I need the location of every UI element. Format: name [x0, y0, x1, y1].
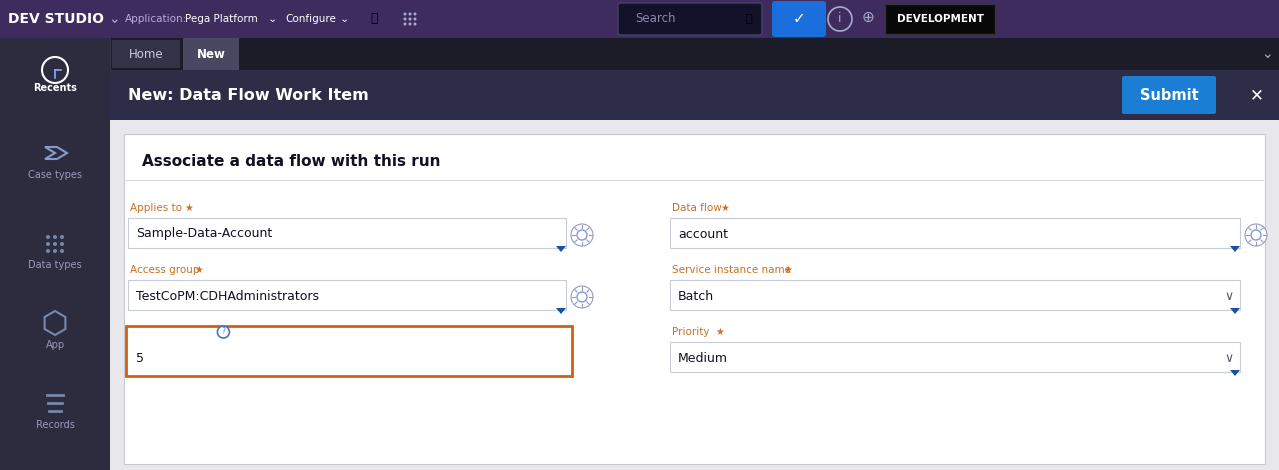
Text: Batch: Batch — [678, 290, 714, 303]
Circle shape — [570, 286, 593, 308]
Circle shape — [217, 326, 229, 338]
Circle shape — [413, 23, 417, 25]
FancyBboxPatch shape — [0, 0, 1279, 38]
Text: Pega Platform: Pega Platform — [185, 14, 258, 24]
Text: Search: Search — [634, 13, 675, 25]
Text: Associate a data flow with this run: Associate a data flow with this run — [142, 155, 440, 170]
Polygon shape — [1230, 246, 1241, 252]
Text: 5: 5 — [136, 352, 145, 365]
Text: Sample-Data-Account: Sample-Data-Account — [136, 227, 272, 241]
Text: ★: ★ — [230, 327, 239, 337]
FancyBboxPatch shape — [124, 134, 1265, 464]
Text: ✕: ✕ — [1250, 86, 1264, 104]
Text: ★: ★ — [721, 203, 729, 213]
FancyBboxPatch shape — [128, 280, 567, 310]
FancyBboxPatch shape — [183, 38, 239, 70]
Polygon shape — [1230, 370, 1241, 376]
Text: ⊕: ⊕ — [862, 9, 875, 24]
Text: Home: Home — [129, 47, 164, 61]
Text: New: New — [197, 47, 225, 61]
Text: Submit: Submit — [1140, 87, 1198, 102]
FancyBboxPatch shape — [110, 70, 1279, 120]
Text: ✓: ✓ — [793, 11, 806, 26]
FancyBboxPatch shape — [110, 38, 1279, 70]
Text: Data types: Data types — [28, 260, 82, 270]
Text: ?: ? — [221, 328, 225, 337]
Polygon shape — [556, 246, 567, 252]
FancyBboxPatch shape — [1122, 76, 1216, 114]
Circle shape — [46, 249, 50, 253]
Text: Number of threads: Number of threads — [130, 327, 228, 337]
Text: Applies to: Applies to — [130, 203, 182, 213]
Text: TestCoPM:CDHAdministrators: TestCoPM:CDHAdministrators — [136, 290, 318, 303]
Circle shape — [52, 249, 58, 253]
Circle shape — [408, 17, 412, 21]
Text: Service instance name: Service instance name — [671, 265, 790, 275]
Text: ★: ★ — [194, 265, 203, 275]
Text: Application:: Application: — [125, 14, 187, 24]
Circle shape — [413, 17, 417, 21]
Text: Records: Records — [36, 420, 74, 430]
Text: Data flow: Data flow — [671, 203, 721, 213]
Text: Priority: Priority — [671, 327, 710, 337]
Circle shape — [52, 235, 58, 239]
Text: Access group: Access group — [130, 265, 200, 275]
FancyBboxPatch shape — [618, 3, 762, 35]
Circle shape — [60, 242, 64, 246]
Text: ⌄: ⌄ — [1261, 47, 1273, 61]
Circle shape — [60, 249, 64, 253]
Circle shape — [52, 242, 58, 246]
FancyBboxPatch shape — [773, 1, 826, 37]
FancyBboxPatch shape — [670, 280, 1241, 310]
Circle shape — [403, 13, 407, 16]
Text: ★: ★ — [715, 327, 724, 337]
Circle shape — [408, 23, 412, 25]
Circle shape — [60, 235, 64, 239]
Circle shape — [46, 242, 50, 246]
Text: DEV STUDIO: DEV STUDIO — [8, 12, 104, 26]
Text: DEVELOPMENT: DEVELOPMENT — [897, 14, 984, 24]
Text: Configure: Configure — [285, 14, 336, 24]
Circle shape — [413, 13, 417, 16]
FancyBboxPatch shape — [127, 326, 572, 376]
Text: ⌄: ⌄ — [269, 14, 278, 24]
Text: i: i — [838, 13, 842, 25]
Text: ⌄: ⌄ — [340, 14, 349, 24]
FancyBboxPatch shape — [110, 120, 1279, 470]
Circle shape — [46, 235, 50, 239]
Circle shape — [570, 224, 593, 246]
FancyBboxPatch shape — [128, 218, 567, 248]
FancyBboxPatch shape — [0, 0, 110, 470]
Text: New: Data Flow Work Item: New: Data Flow Work Item — [128, 87, 368, 102]
Text: 🚀: 🚀 — [370, 13, 377, 25]
Text: ★: ★ — [783, 265, 792, 275]
Text: ★: ★ — [184, 203, 193, 213]
FancyBboxPatch shape — [113, 40, 180, 68]
Text: account: account — [678, 227, 728, 241]
FancyBboxPatch shape — [670, 342, 1241, 372]
Text: ∨: ∨ — [1224, 290, 1233, 304]
Text: App: App — [46, 340, 64, 350]
Text: Case types: Case types — [28, 170, 82, 180]
Circle shape — [408, 13, 412, 16]
FancyBboxPatch shape — [670, 218, 1241, 248]
Polygon shape — [1230, 308, 1241, 314]
Text: Medium: Medium — [678, 352, 728, 365]
Text: Recents: Recents — [33, 83, 77, 93]
Polygon shape — [556, 308, 567, 314]
Text: 🔍: 🔍 — [744, 14, 752, 24]
Text: ∨: ∨ — [1224, 352, 1233, 366]
Circle shape — [403, 17, 407, 21]
Circle shape — [403, 23, 407, 25]
FancyBboxPatch shape — [885, 4, 995, 34]
Circle shape — [1244, 224, 1267, 246]
Text: ⌄: ⌄ — [107, 12, 120, 26]
